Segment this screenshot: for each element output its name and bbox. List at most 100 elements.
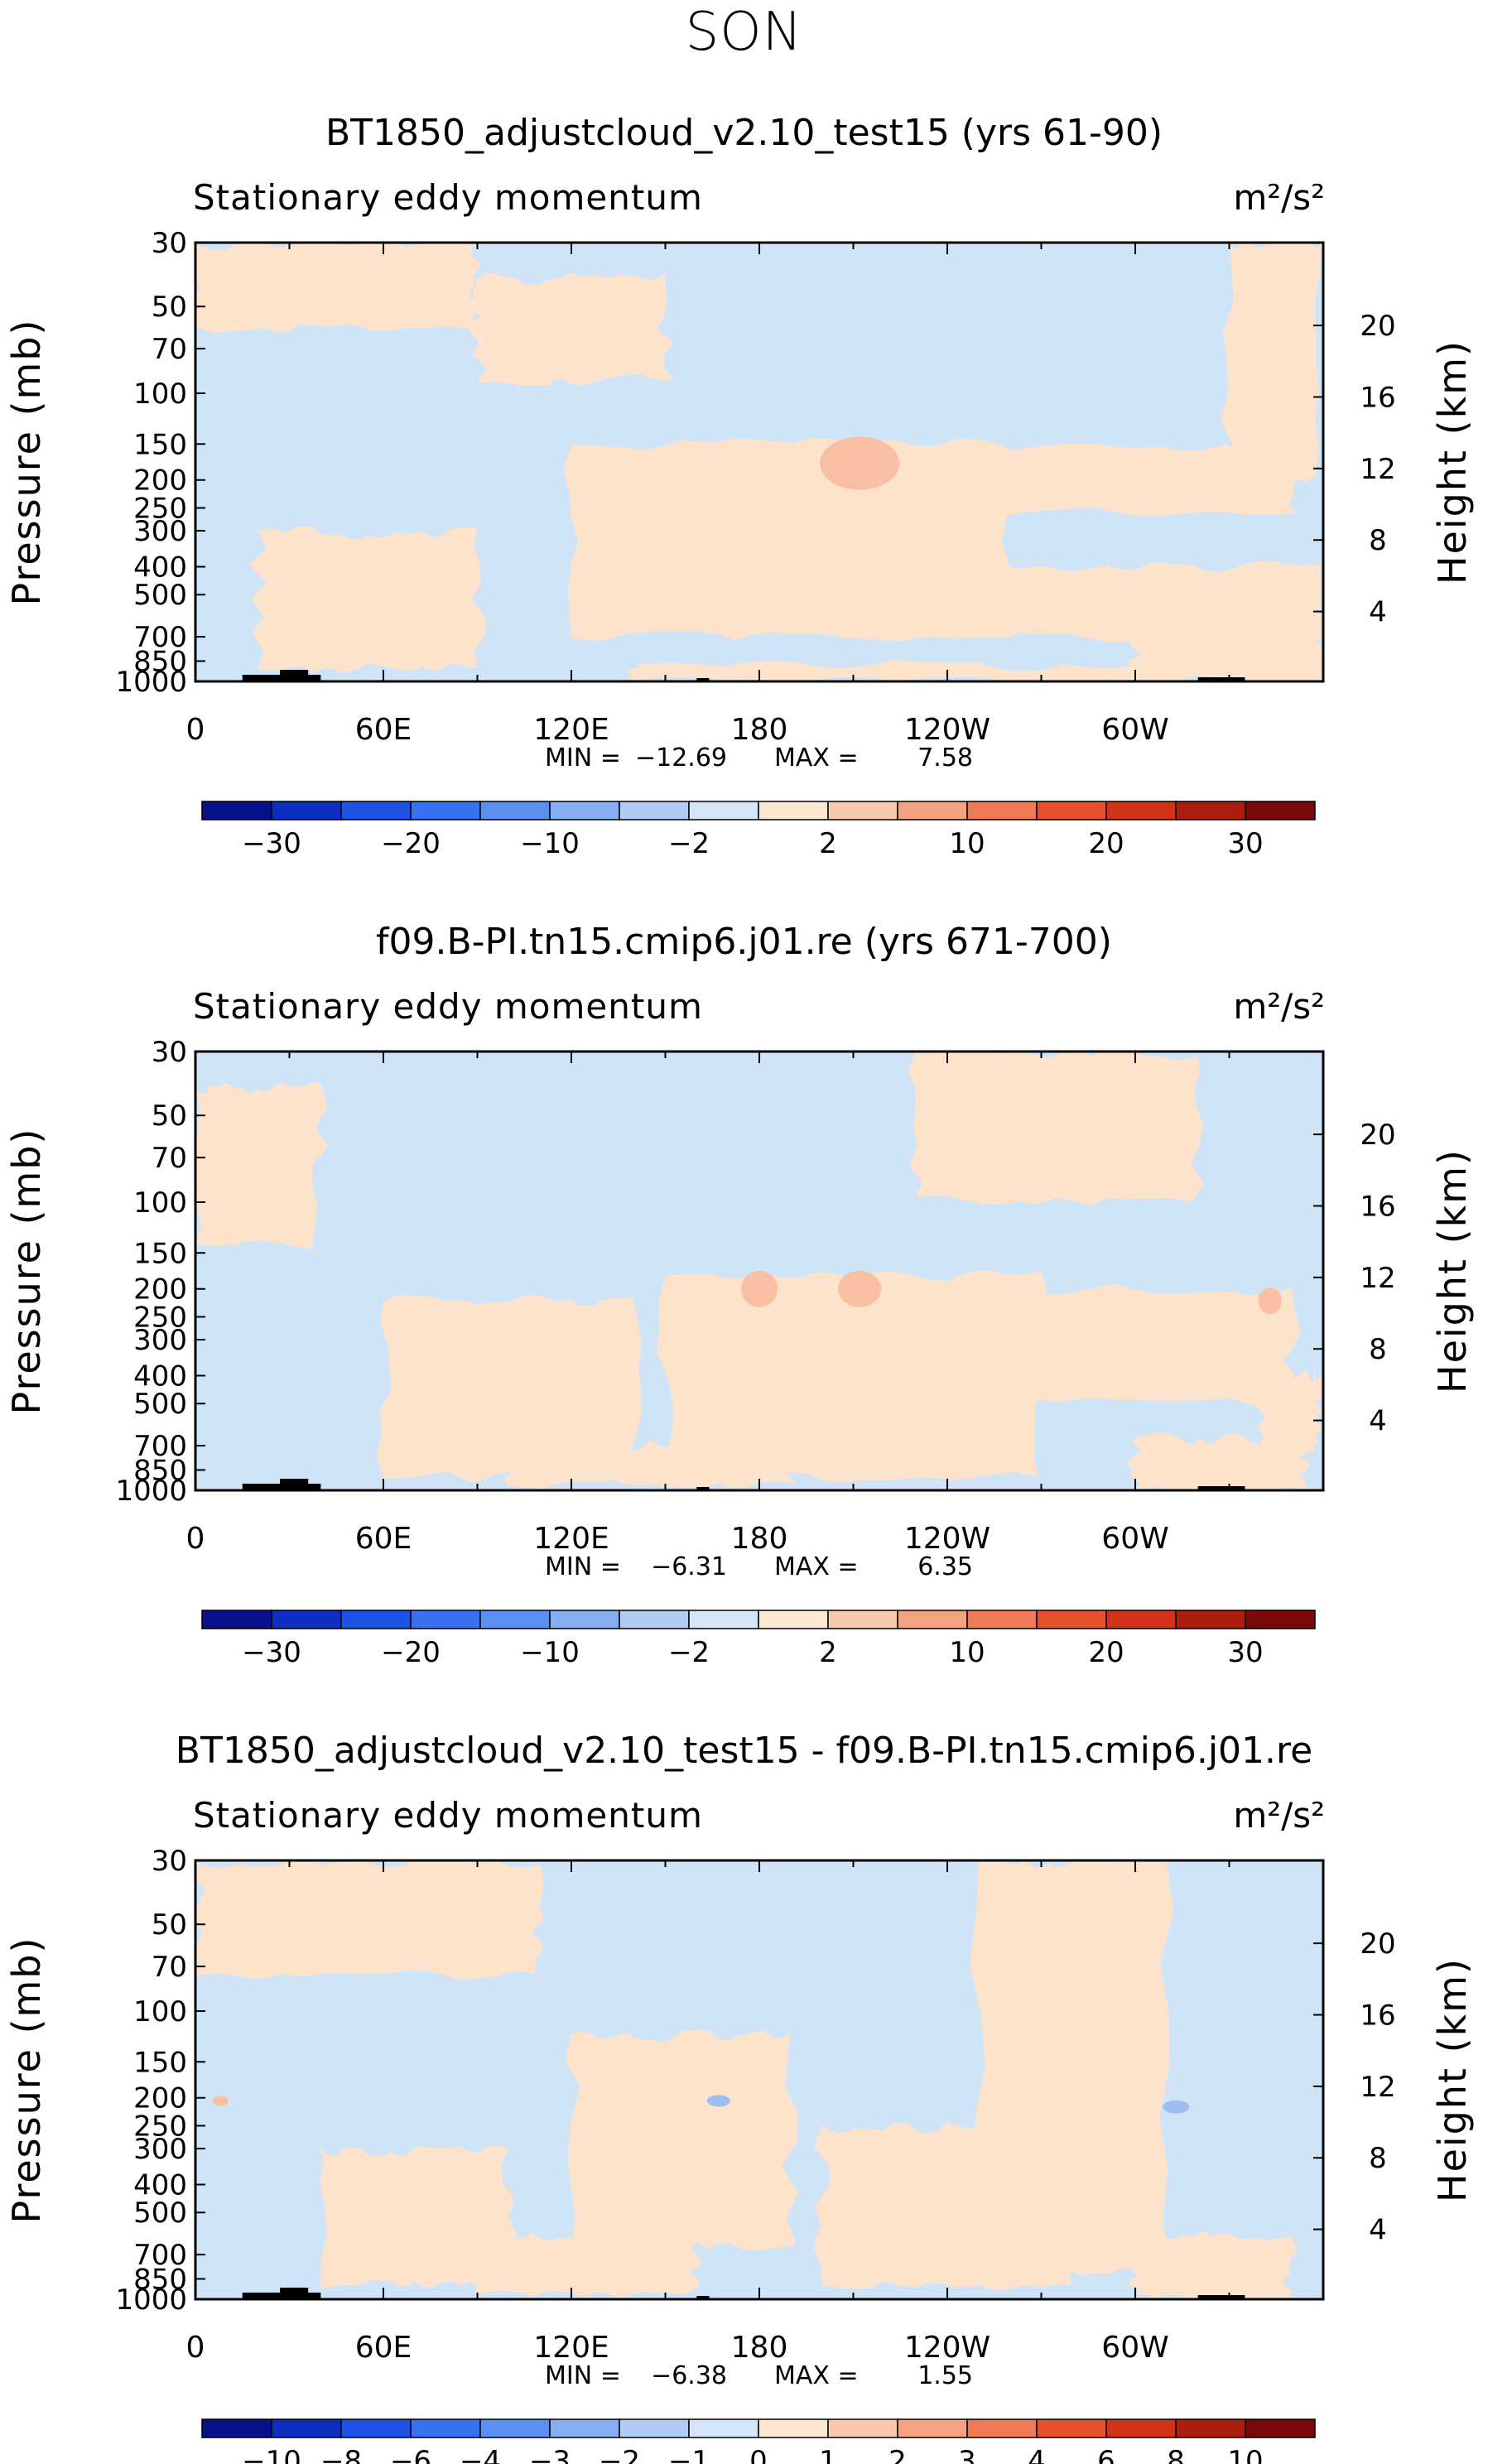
- colorbar-label: 0: [749, 2445, 768, 2464]
- colorbar-swatch: [1036, 2418, 1107, 2438]
- y2-axis-title: Height (km): [1430, 1957, 1475, 2202]
- height-tick-label: 4: [1369, 596, 1387, 629]
- field-3: [195, 1860, 1323, 2299]
- y-tick-label: 200: [133, 1273, 187, 1307]
- colorbar-label: 20: [1088, 827, 1124, 860]
- x-tick-label: 60W: [1101, 1522, 1168, 1556]
- colorbar-swatch: [549, 1610, 620, 1629]
- positive-region: [565, 2029, 798, 2251]
- x-tick-label: 60E: [355, 2331, 412, 2365]
- min-value: −6.38: [651, 2361, 727, 2390]
- y-tick-label: 300: [133, 2133, 187, 2166]
- x-tick-label: 60W: [1101, 713, 1168, 747]
- y-tick-label: 1000: [115, 1475, 187, 1508]
- colorbar-label: 3: [958, 2445, 976, 2464]
- positive-region: [813, 1283, 1300, 1409]
- colorbar-label: −10: [520, 1636, 580, 1669]
- max-value: 7.58: [917, 744, 973, 772]
- field-1: [195, 243, 1323, 681]
- colorbar-swatch: [619, 2418, 690, 2438]
- colorbar-label: 8: [1167, 2445, 1185, 2464]
- colorbar-label: −2: [599, 2445, 640, 2464]
- x-tick-label: 60W: [1101, 2331, 1168, 2365]
- colorbar-swatch: [479, 1610, 551, 1629]
- topography: [696, 2296, 710, 2299]
- y-tick-label: 100: [133, 1995, 187, 2028]
- strong-positive-spot: [212, 2096, 229, 2106]
- y-tick-label: 300: [133, 1324, 187, 1357]
- colorbar-swatch: [201, 801, 272, 821]
- height-tick-label: 12: [1360, 1262, 1395, 1295]
- strong-positive-spot: [741, 1270, 778, 1307]
- colorbar-swatch: [827, 2418, 898, 2438]
- colorbar-swatch: [688, 2418, 759, 2438]
- colorbar-swatch: [1105, 801, 1177, 821]
- height-tick-label: 12: [1360, 453, 1395, 486]
- colorbar-swatch: [827, 801, 898, 821]
- positive-region: [1251, 1370, 1323, 1448]
- y-tick-label: 100: [133, 378, 187, 411]
- colorbar-swatch: [966, 801, 1038, 821]
- topography: [696, 678, 710, 681]
- variable-label: Stationary eddy momentum: [193, 177, 703, 218]
- strong-positive-spot: [1258, 1287, 1282, 1315]
- colorbar-label: −30: [242, 827, 301, 860]
- colorbar-label: −10: [242, 2445, 301, 2464]
- colorbar-swatch: [897, 801, 968, 821]
- positive-region: [249, 526, 486, 674]
- colorbar-swatch: [1105, 1610, 1177, 1629]
- height-tick-label: 8: [1369, 524, 1387, 557]
- colorbar-label: 1: [819, 2445, 837, 2464]
- max-label: MAX =: [774, 744, 859, 772]
- colorbar-label: 2: [819, 827, 837, 860]
- topography: [280, 1479, 309, 1490]
- colorbar-swatch: [479, 2418, 551, 2438]
- colorbar-label: 30: [1227, 827, 1263, 860]
- height-tick-label: 16: [1360, 1190, 1395, 1223]
- colorbar-label: 10: [949, 827, 985, 860]
- positive-region: [972, 561, 1323, 642]
- colorbar-label: 2: [888, 2445, 907, 2464]
- positive-region: [468, 272, 674, 386]
- colorbar-swatch: [340, 801, 412, 821]
- units-label: m²/s²: [1233, 177, 1325, 218]
- colorbar-swatch: [479, 801, 551, 821]
- x-tick-label: 60E: [355, 713, 412, 747]
- y-axis-title: Pressure (mb): [4, 319, 49, 606]
- x-tick-label: 120E: [533, 1522, 609, 1556]
- colorbar-label: −6: [390, 2445, 431, 2464]
- y-tick-label: 30: [152, 227, 187, 260]
- colorbar-swatch: [271, 801, 342, 821]
- colorbar-swatch: [1175, 1610, 1246, 1629]
- y-tick-label: 250: [133, 1301, 187, 1334]
- colorbar-swatch: [1105, 2418, 1177, 2438]
- colorbar-label: −30: [242, 1636, 301, 1669]
- figure-title: SON: [685, 2, 803, 63]
- x-tick-label: 120W: [904, 713, 990, 747]
- colorbar-label: 6: [1097, 2445, 1115, 2464]
- colorbar-swatch: [549, 801, 620, 821]
- colorbar-swatch: [1175, 801, 1246, 821]
- positive-region: [195, 1860, 545, 1980]
- panel-title: BT1850_adjustcloud_v2.10_test15 - f09.B-…: [176, 1730, 1312, 1772]
- y-tick-label: 50: [152, 291, 187, 324]
- field-2: [195, 1052, 1323, 1490]
- colorbar-label: −10: [520, 827, 580, 860]
- colorbar-label: 2: [819, 1636, 837, 1669]
- y-tick-label: 500: [133, 1388, 187, 1421]
- colorbar-label: −2: [668, 827, 710, 860]
- colorbar-label: 30: [1227, 1636, 1263, 1669]
- positive-region: [195, 1082, 328, 1249]
- colorbar-swatch: [1245, 801, 1316, 821]
- positive-region: [970, 1860, 1174, 2278]
- colorbar-swatch: [1245, 1610, 1316, 1629]
- colorbar-label: −8: [320, 2445, 362, 2464]
- positive-region: [320, 2145, 518, 2288]
- colorbar-swatch: [201, 2418, 272, 2438]
- colorbar-label: 20: [1088, 1636, 1124, 1669]
- colorbar-swatch: [340, 2418, 412, 2438]
- min-value: −12.69: [635, 744, 727, 772]
- max-value: 1.55: [917, 2361, 973, 2390]
- x-tick-label: 120W: [904, 1522, 990, 1556]
